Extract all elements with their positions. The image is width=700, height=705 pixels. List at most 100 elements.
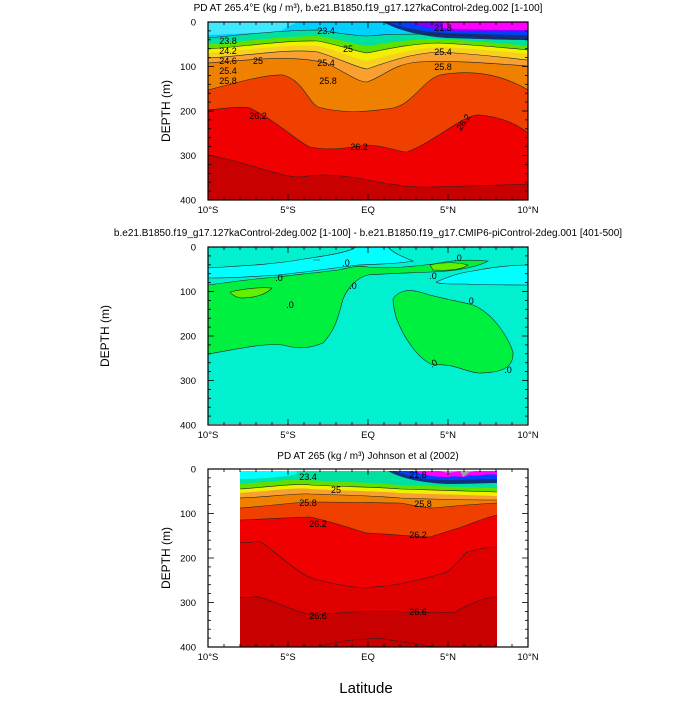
contour-fill <box>443 22 528 30</box>
contour-line <box>239 514 498 538</box>
panel1-axes: 10°S 5°S EQ 5°N 10°N 0 100 200 300 400 <box>180 18 539 217</box>
x-tick-label: EQ <box>361 205 375 216</box>
contour-label: .0 <box>466 296 474 306</box>
y-tick-label: 300 <box>180 151 196 162</box>
contour-label: 23.4 <box>317 26 335 36</box>
x-tick-label: 10°S <box>198 430 219 441</box>
contour-label: 25.8 <box>434 62 452 72</box>
panel3-axes: 10°S 5°S EQ 5°N 10°N 0 100 200 300 400 <box>180 465 539 664</box>
panel3-title: PD AT 265 (kg / m³) Johnson et al (2002) <box>277 451 458 462</box>
contour-label: 25 <box>343 44 353 54</box>
contour-line <box>207 259 489 355</box>
y-tick-label: 0 <box>191 243 196 254</box>
contour-label: .0 <box>429 271 437 281</box>
contour-fill <box>208 260 488 354</box>
contour-label: 25 <box>253 56 263 66</box>
contour-fill <box>436 265 528 285</box>
contour-fill <box>393 290 514 373</box>
x-tick-label: 10°N <box>517 205 538 216</box>
y-tick-label: 200 <box>180 332 196 343</box>
contour-label: 21.8 <box>434 23 452 33</box>
contour-line <box>207 246 415 279</box>
panel2-ylabel: DEPTH (m) <box>98 305 112 367</box>
contour-line <box>239 541 498 589</box>
x-tick-label: EQ <box>361 430 375 441</box>
contour-label: .0 <box>504 365 512 375</box>
panel2-axes: 10°S 5°S EQ 5°N 10°N 0 100 200 300 400 <box>180 243 539 442</box>
panel1-plot: 23.824.224.6 2525.425.823.42525.425.821.8… <box>207 22 529 200</box>
y-tick-label: 200 <box>180 107 196 118</box>
contour-fill <box>230 287 272 298</box>
contour-label: 24.6 <box>219 56 237 66</box>
x-tick-label: EQ <box>361 652 375 663</box>
x-tick-label: 5°N <box>440 430 456 441</box>
contour-line <box>317 638 439 648</box>
x-tick-label: 10°N <box>517 430 538 441</box>
contour-label: 24.2 <box>219 46 237 56</box>
x-axis-label: Latitude <box>339 680 392 697</box>
contour-label: .0 <box>286 300 294 310</box>
x-tick-label: 10°S <box>198 205 219 216</box>
contour-label: 23.4 <box>299 472 317 482</box>
y-tick-label: 300 <box>180 598 196 609</box>
contour-label: .0 <box>428 357 440 369</box>
contour-label: .0 <box>454 253 462 263</box>
contour-label: 25.8 <box>219 76 237 86</box>
contour-label: 25.8 <box>319 76 337 86</box>
y-tick-label: 400 <box>180 643 196 654</box>
x-tick-label: 10°S <box>198 652 219 663</box>
x-tick-label: 5°N <box>440 652 456 663</box>
contour-line <box>207 154 529 188</box>
contour-label: 26.2 <box>350 142 368 152</box>
contour-line <box>207 58 529 83</box>
contour-label: 26.6 <box>409 607 427 617</box>
contour-fill <box>430 262 468 271</box>
contour-label: 26.6 <box>309 611 327 621</box>
contour-line <box>207 72 529 112</box>
x-tick-label: 5°S <box>280 430 295 441</box>
x-tick-label: 5°S <box>280 652 295 663</box>
y-tick-label: 100 <box>180 287 196 298</box>
contour-label: 26.2 <box>409 530 427 540</box>
contour-label: 23.8 <box>219 36 237 46</box>
contour-label: 25.8 <box>299 498 317 508</box>
contour-fill <box>440 471 476 477</box>
contour-line <box>239 493 498 501</box>
x-tick-label: 10°N <box>517 652 538 663</box>
contour-line <box>239 501 498 509</box>
contour-line <box>392 290 514 374</box>
y-tick-label: 400 <box>180 196 196 207</box>
contour-label: 25.4 <box>434 47 452 57</box>
panel2-title: b.e21.B1850.f19_g17.127kaControl-2deg.00… <box>114 228 622 239</box>
contour-label: 26.2 <box>309 519 327 529</box>
panel2-plot: .0 .0 .0 .0 .0 .0 .0 .0 .0 <box>207 246 529 424</box>
panel3-ylabel: DEPTH (m) <box>159 527 173 589</box>
contour-label: .0 <box>349 281 357 291</box>
contour-fill <box>208 247 413 278</box>
contour-label: 25.8 <box>414 499 432 509</box>
panel1-ylabel: DEPTH (m) <box>159 80 173 142</box>
contour-label: 25.4 <box>317 58 335 68</box>
contour-label: 25 <box>331 485 341 495</box>
contour-label: 25.4 <box>219 66 237 76</box>
x-tick-label: 5°N <box>440 205 456 216</box>
y-tick-label: 100 <box>180 509 196 520</box>
contour-label: 21.8 <box>409 470 427 480</box>
y-tick-label: 0 <box>191 465 196 476</box>
contour-line <box>207 50 529 70</box>
contour-line <box>229 259 469 299</box>
y-tick-label: 0 <box>191 18 196 29</box>
x-tick-label: 5°S <box>280 205 295 216</box>
contour-line <box>239 484 498 493</box>
contour-line <box>207 106 529 153</box>
y-tick-label: 200 <box>180 554 196 565</box>
contour-label: 26.2 <box>249 111 267 121</box>
contour-fill <box>413 471 497 477</box>
y-tick-label: 300 <box>180 376 196 387</box>
contour-line <box>207 40 529 54</box>
y-tick-label: 100 <box>180 62 196 73</box>
panel1-title: PD AT 265.4°E (kg / m³), b.e21.B1850.f19… <box>194 3 543 14</box>
contour-fill <box>240 471 298 479</box>
contour-label: .0 <box>342 258 350 268</box>
